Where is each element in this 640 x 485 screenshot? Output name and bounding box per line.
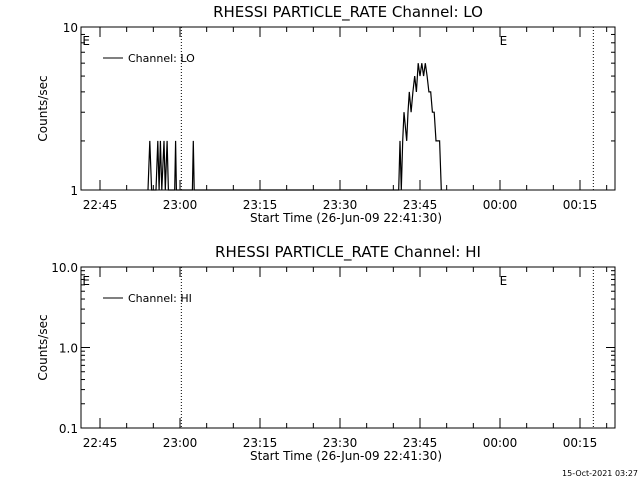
panel-hi: RHESSI PARTICLE_RATE Channel: HI 0.1 1.0 10… <box>36 243 616 463</box>
legend-label: Channel: LO <box>128 52 195 65</box>
x-tick-label: 23:45 <box>403 198 438 212</box>
event-marker-label: E <box>500 274 508 288</box>
x-tick-label: 23:15 <box>243 198 278 212</box>
y-tick-label: 10.0 <box>51 261 78 275</box>
x-axis-label: Start Time (26-Jun-09 22:41:30) <box>250 449 442 463</box>
y-tick-label: 10 <box>63 21 78 35</box>
x-axis-label: Start Time (26-Jun-09 22:41:30) <box>250 211 442 225</box>
panel-lo: RHESSI PARTICLE_RATE Channel: LO 1 10 Count… <box>36 3 616 225</box>
y-axis-label: Counts/sec <box>36 75 50 141</box>
x-tick-label: 23:30 <box>323 436 358 450</box>
event-marker-label: E <box>82 274 90 288</box>
x-tick-label: 00:00 <box>483 436 518 450</box>
x-tick-label: 23:45 <box>403 436 438 450</box>
x-tick-label: 00:00 <box>483 198 518 212</box>
x-tick-label: 23:30 <box>323 198 358 212</box>
footer-timestamp: 15-Oct-2021 03:27 <box>562 469 638 478</box>
series-line-lo <box>147 63 442 191</box>
x-tick-label: 23:15 <box>243 436 278 450</box>
x-tick-label: 22:45 <box>83 436 118 450</box>
chart-title: RHESSI PARTICLE_RATE Channel: HI <box>215 243 481 262</box>
y-tick-label: 1.0 <box>59 342 78 356</box>
event-marker-label: E <box>82 34 90 48</box>
x-tick-label: 23:00 <box>163 436 198 450</box>
y-tick-label: 0.1 <box>59 422 78 436</box>
chart-title: RHESSI PARTICLE_RATE Channel: LO <box>213 3 483 22</box>
y-axis-label: Counts/sec <box>36 314 50 380</box>
legend-label: Channel: HI <box>128 292 192 305</box>
x-tick-label: 22:45 <box>83 198 118 212</box>
y-tick-label: 1 <box>70 184 78 198</box>
event-marker-label: E <box>500 34 508 48</box>
x-tick-label: 00:15 <box>563 198 598 212</box>
x-tick-label: 00:15 <box>563 436 598 450</box>
x-tick-label: 23:00 <box>163 198 198 212</box>
